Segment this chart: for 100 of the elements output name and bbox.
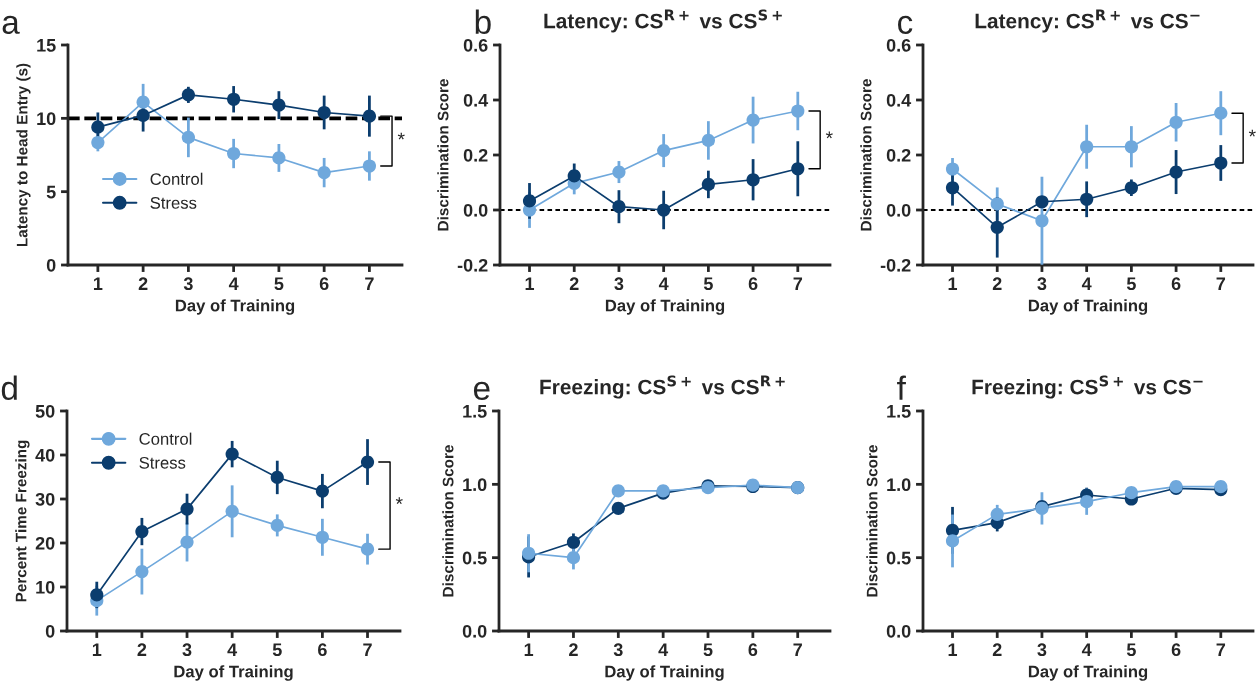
x-tick-label: 7 <box>1216 277 1226 290</box>
x-tick-label: 6 <box>748 643 758 657</box>
x-axis-title: Day of Training <box>175 299 295 315</box>
y-tick-label: 0.0 <box>886 624 911 638</box>
x-tick-label: 1 <box>948 643 958 656</box>
y-tick-label: 5 <box>46 185 56 199</box>
x-tick-label: 3 <box>182 643 192 657</box>
x-tick-label: 3 <box>614 277 624 291</box>
y-axis-title: Discrimination Score <box>866 445 878 597</box>
x-tick-label: 4 <box>658 643 669 656</box>
x-axis-title: Day of Training <box>1028 299 1148 315</box>
y-tick-label: 1.5 <box>887 405 911 418</box>
x-tick-label: 3 <box>1037 643 1047 657</box>
x-tick-label: 1 <box>92 643 102 656</box>
y-tick-label: 0 <box>46 258 56 272</box>
x-tick-label: 4 <box>1081 277 1092 290</box>
y-tick-label: 30 <box>35 492 55 506</box>
y-tick-label: -0.2 <box>880 258 911 272</box>
x-tick-label: 5 <box>703 277 713 291</box>
annotation: * <box>395 497 403 505</box>
x-tick-label: 6 <box>318 643 327 657</box>
y-tick-label: 1.0 <box>887 478 911 492</box>
y-tick-label: 0.6 <box>463 38 488 52</box>
y-tick-label: 0.4 <box>463 93 489 107</box>
x-axis-title: Day of Training <box>605 665 724 681</box>
x-tick-label: 7 <box>365 277 374 290</box>
legend-label: Stress <box>150 197 197 209</box>
y-tick-label: 0.0 <box>462 624 487 638</box>
x-tick-label: 4 <box>1081 643 1092 656</box>
x-tick-label: 7 <box>793 643 802 656</box>
x-tick-label: 2 <box>137 643 147 656</box>
y-axis-title: Discrimination Score <box>437 79 449 231</box>
text: d <box>1 375 17 401</box>
y-tick-label: 0.6 <box>886 38 911 52</box>
x-tick-label: 1 <box>525 277 535 290</box>
chart-title: Freezing: CS$^{S+}$ vs CS$^{−}$ <box>972 375 1203 399</box>
chart-title: Latency: CS$^{R+}$ vs CS$^{−}$ <box>975 9 1200 33</box>
text: a <box>2 15 20 35</box>
x-tick-label: 3 <box>613 643 623 657</box>
x-tick-label: 5 <box>274 277 284 291</box>
x-tick-label: 7 <box>793 277 803 290</box>
x-axis-title: Day of Training <box>174 665 293 681</box>
x-tick-label: 4 <box>227 643 238 656</box>
x-tick-label: 2 <box>992 277 1002 290</box>
x-tick-label: 6 <box>319 277 329 291</box>
y-tick-label: 0.2 <box>463 148 488 162</box>
y-tick-label: 0.2 <box>886 148 911 162</box>
x-tick-label: 6 <box>1171 643 1181 657</box>
y-axis-title: Discrimination Score <box>442 445 454 597</box>
x-tick-label: 2 <box>992 643 1002 656</box>
y-tick-label: 0 <box>45 624 55 638</box>
x-tick-label: 4 <box>228 277 239 290</box>
legend-label: Control <box>150 172 203 185</box>
x-tick-label: 1 <box>524 643 534 656</box>
x-tick-label: 7 <box>363 643 372 656</box>
x-tick-label: 2 <box>569 277 579 290</box>
annotation: * <box>397 132 405 140</box>
x-tick-label: 3 <box>1037 277 1047 291</box>
x-tick-label: 2 <box>138 277 148 290</box>
y-tick-label: 0.5 <box>462 551 487 565</box>
chart-title: Latency: CS$^{R+}$ vs CS$^{S+}$ <box>544 9 782 33</box>
x-tick-label: 1 <box>948 277 958 290</box>
text: b <box>475 9 491 35</box>
x-tick-label: 5 <box>1126 643 1136 657</box>
y-tick-label: 20 <box>35 536 55 550</box>
x-tick-label: 5 <box>272 643 282 657</box>
y-tick-label: 0.5 <box>886 551 911 565</box>
text: f <box>897 375 906 400</box>
annotation: * <box>1248 129 1256 137</box>
x-tick-label: 7 <box>1216 643 1226 656</box>
x-axis-title: Day of Training <box>605 299 725 315</box>
x-tick-label: 1 <box>93 277 103 290</box>
y-axis-title: Latency to Head Entry (s) <box>16 63 31 247</box>
legend-label: Stress <box>139 456 186 469</box>
y-tick-label: 1.5 <box>463 405 487 418</box>
y-tick-label: 10 <box>36 580 55 594</box>
x-tick-label: 2 <box>569 643 578 656</box>
x-tick-label: 5 <box>1126 277 1136 291</box>
x-tick-label: 6 <box>1171 277 1181 291</box>
y-tick-label: 1.0 <box>463 478 487 492</box>
y-tick-label: 10 <box>37 112 56 126</box>
y-tick-label: 15 <box>37 39 56 52</box>
x-tick-label: 4 <box>658 277 669 290</box>
chart-title: Freezing: CS$^{S+}$ vs CS$^{R+}$ <box>540 375 785 399</box>
y-tick-label: 40 <box>35 448 55 462</box>
annotation: * <box>825 131 833 139</box>
y-axis-title: Discrimination Score <box>860 79 872 231</box>
x-axis-title: Day of Training <box>1028 665 1148 681</box>
y-tick-label: 0.4 <box>886 93 912 107</box>
x-tick-label: 6 <box>748 277 758 291</box>
y-tick-label: -0.2 <box>457 258 488 272</box>
y-tick-label: 0.0 <box>463 203 488 217</box>
y-tick-label: 0.0 <box>886 203 911 217</box>
x-tick-label: 5 <box>703 643 713 657</box>
legend-label: Control <box>139 432 192 445</box>
y-tick-label: 50 <box>35 404 55 418</box>
text: c <box>898 15 913 35</box>
x-tick-label: 3 <box>183 277 193 291</box>
y-axis-title: Percent Time Freezing <box>15 440 30 602</box>
text: e <box>473 381 490 401</box>
